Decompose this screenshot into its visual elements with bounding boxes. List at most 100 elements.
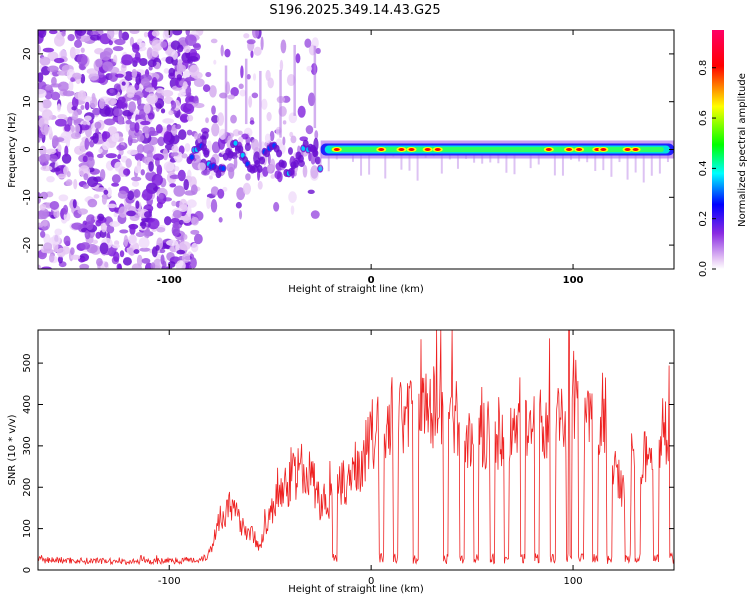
noise-blob — [49, 154, 58, 163]
noise-blob — [182, 81, 188, 90]
scatter-blob — [279, 59, 284, 71]
noise-blob — [140, 78, 150, 87]
band-hotspot-core — [434, 148, 441, 151]
noise-blob — [82, 120, 87, 126]
noise-blob — [75, 30, 87, 37]
scatter-blob — [210, 38, 218, 44]
scatter-blob — [240, 65, 244, 79]
noise-blob — [74, 39, 83, 48]
scatter-blob — [248, 95, 253, 108]
noise-blob — [169, 183, 177, 188]
scatter-blob — [237, 130, 243, 136]
noise-blob — [139, 42, 146, 48]
noise-blob — [73, 178, 78, 190]
noise-blob — [128, 234, 138, 245]
scatter-blob — [210, 186, 219, 196]
noise-blob — [148, 161, 154, 172]
scatter-blob — [233, 156, 238, 169]
y-tick-label: -10 — [22, 189, 33, 205]
noise-blob — [93, 194, 100, 199]
noise-blob — [165, 49, 172, 55]
trace-blob — [293, 159, 300, 168]
noise-blob — [156, 164, 163, 176]
snr-xlabel: Height of straight line (km) — [288, 584, 424, 595]
scatter-blob — [239, 89, 247, 97]
scatter-blob — [270, 174, 276, 179]
scatter-blob — [297, 105, 306, 118]
noise-blob — [86, 156, 95, 168]
noise-blob — [113, 251, 120, 263]
scatter-blob — [243, 33, 250, 39]
noise-blob — [123, 234, 129, 247]
streak — [259, 70, 262, 158]
spectrogram-ylabel: Frequency (Hz) — [7, 112, 18, 188]
noise-blob — [188, 64, 200, 77]
noise-blob — [53, 34, 65, 47]
snr-panel: -100 0 100 0 100 200 300 400 500 Height of strai… — [7, 329, 675, 595]
noise-blob — [80, 105, 85, 110]
band-hotspot-core — [576, 148, 583, 151]
noise-blob — [47, 65, 59, 73]
spectrogram-image — [38, 30, 674, 269]
noise-blob — [133, 189, 141, 198]
noise-blob — [135, 73, 142, 86]
streak — [293, 44, 296, 116]
noise-blob — [40, 165, 53, 172]
noise-blob — [143, 211, 152, 218]
noise-blob — [185, 76, 195, 82]
noise-blob — [105, 153, 118, 159]
noise-blob — [92, 239, 99, 244]
noise-blob — [74, 91, 84, 100]
noise-blob — [119, 229, 129, 234]
noise-blob — [155, 244, 160, 251]
noise-blob — [97, 213, 105, 222]
noise-blob — [131, 180, 140, 187]
noise-blob — [122, 257, 132, 266]
noise-blob — [77, 53, 88, 66]
noise-blob — [55, 137, 65, 142]
noise-blob — [83, 173, 89, 181]
scatter-blob — [250, 50, 254, 59]
noise-blob — [72, 199, 77, 209]
noise-blob — [181, 253, 191, 263]
noise-blob — [44, 91, 53, 100]
noise-blob — [42, 47, 55, 53]
noise-blob — [38, 222, 44, 228]
band-hotspot-core — [408, 148, 415, 151]
noise-blob — [39, 145, 47, 157]
noise-blob — [117, 154, 122, 160]
noise-blob — [87, 176, 99, 188]
noise-blob — [57, 255, 63, 264]
scatter-blob — [236, 187, 246, 201]
noise-blob — [94, 121, 102, 129]
noise-blob — [152, 153, 164, 161]
scatter-blob — [280, 39, 287, 54]
noise-blob — [151, 30, 160, 37]
noise-blob — [190, 257, 197, 269]
noise-blob — [40, 191, 49, 200]
scatter-blob — [210, 198, 218, 213]
noise-blob — [87, 198, 98, 208]
colorbar-tick-label: 0.4 — [698, 160, 709, 176]
noise-blob — [38, 264, 42, 269]
scatter-blob — [286, 73, 296, 87]
trace-core — [189, 154, 194, 160]
trace-blob — [227, 150, 234, 159]
scatter-blob — [230, 114, 237, 124]
scatter-blob — [266, 165, 273, 173]
spectrogram-xlabel: Height of straight line (km) — [288, 284, 424, 295]
noise-blob — [45, 148, 57, 155]
noise-blob — [61, 153, 72, 164]
noise-blob — [121, 81, 126, 86]
streak — [244, 58, 248, 125]
scatter-blob — [228, 166, 235, 179]
noise-blob — [57, 114, 67, 119]
scatter-blob — [282, 136, 286, 146]
noise-blob — [168, 67, 176, 77]
noise-blob — [126, 149, 139, 155]
scatter-blob — [290, 205, 295, 215]
colorbar-tick-label: 0.0 — [698, 261, 709, 277]
x-tick-label: 100 — [563, 275, 584, 286]
noise-blob — [84, 137, 90, 150]
noise-blob — [167, 261, 176, 268]
